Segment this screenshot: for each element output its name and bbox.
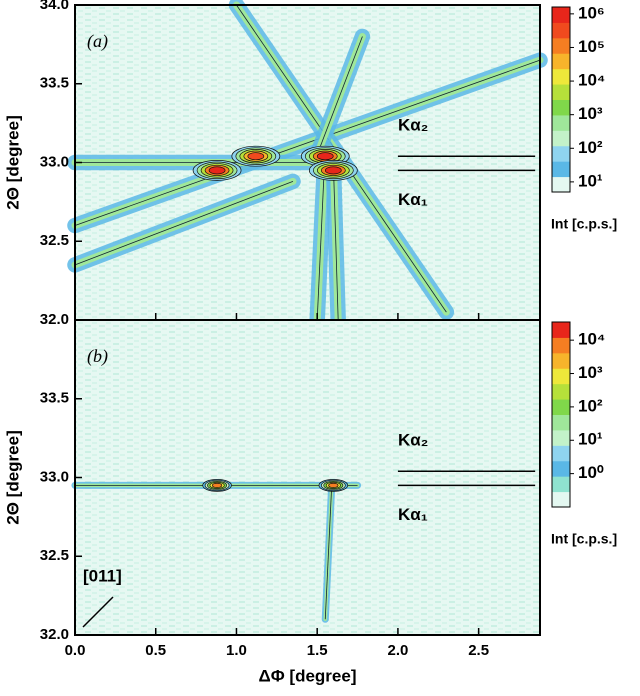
y-tick-label: 33.5 (40, 390, 69, 407)
colorbar-cell (552, 445, 570, 462)
x-tick-label: 0.5 (145, 642, 166, 659)
peak (247, 152, 265, 161)
colorbar-cell (552, 368, 570, 385)
colorbar-cell (552, 114, 570, 131)
y-tick-label: 32.0 (40, 311, 69, 328)
colorbar-cell (552, 84, 570, 100)
kalpha2-label: Kα₂ (398, 116, 428, 135)
y-tick-label: 32.5 (40, 232, 69, 249)
colorbar-cell (552, 476, 570, 493)
streak-contour (316, 36, 363, 155)
peak (328, 482, 339, 488)
streak-contour (324, 485, 333, 620)
streak-contour (332, 162, 339, 321)
peak (211, 482, 223, 488)
colorbar-cell (552, 37, 570, 54)
colorbar-cell (552, 414, 570, 431)
x-tick-label: 1.0 (226, 642, 247, 659)
colorbar-frame (551, 321, 571, 508)
colorbar-tick-label: 10² (578, 138, 603, 157)
y-tick-label: 32.0 (40, 626, 69, 643)
colorbar-cell (552, 161, 570, 178)
colorbar-cell (552, 337, 570, 354)
colorbar-cell (552, 99, 570, 116)
x-tick-label: 1.5 (307, 642, 328, 659)
colorbar-tick-label: 10³ (578, 104, 603, 123)
direction-label: [011] (83, 566, 122, 585)
colorbar-cell (552, 7, 570, 23)
colorbar-tick-label: 10⁵ (578, 37, 605, 56)
y-tick-label: 32.5 (40, 547, 69, 564)
colorbar-cell (552, 399, 570, 415)
colorbar-label: Int [c.p.s.] (551, 216, 617, 232)
y-tick-label: 34.0 (40, 0, 69, 13)
x-tick-label: 0.0 (65, 642, 86, 659)
x-tick-label: 2.0 (387, 642, 408, 659)
panel-label: (a) (87, 31, 108, 52)
colorbar-cell (552, 53, 570, 70)
colorbar-tick-label: 10³ (578, 363, 603, 382)
colorbar-tick-label: 10¹ (578, 430, 603, 449)
x-tick-label: 2.5 (468, 642, 489, 659)
kalpha1-label: Kα₁ (398, 190, 428, 209)
colorbar-cell (552, 491, 570, 508)
colorbar-cell (552, 460, 570, 477)
colorbar-cell (552, 383, 570, 400)
colorbar-tick-label: 10¹ (578, 171, 603, 190)
kalpha2-label: Kα₂ (398, 431, 428, 450)
y-tick-label: 33.0 (40, 153, 69, 170)
colorbar-tick-label: 10⁰ (578, 463, 604, 482)
colorbar-cell (552, 22, 570, 39)
direction-arrow (82, 596, 114, 628)
y-axis-label: 2Θ [degree] (3, 115, 22, 209)
colorbar-cell (552, 130, 570, 147)
y-axis-label: 2Θ [degree] (3, 430, 22, 524)
plot-background (75, 320, 540, 635)
peak (324, 166, 342, 175)
y-tick-label: 33.5 (40, 75, 69, 92)
colorbar-cell (552, 352, 570, 369)
kalpha1-label: Kα₁ (398, 505, 428, 524)
x-axis-label: ΔΦ [degree] (259, 666, 357, 685)
colorbar-cell (552, 145, 570, 162)
colorbar-cell (552, 176, 570, 193)
colorbar-tick-label: 10⁴ (578, 71, 605, 90)
colorbar-cell (552, 322, 570, 338)
y-tick-label: 33.0 (40, 468, 69, 485)
peak (316, 152, 334, 161)
colorbar-tick-label: 10⁴ (578, 330, 605, 349)
streak-contour (74, 59, 541, 226)
colorbar-label: Int [c.p.s.] (551, 531, 617, 547)
peak (208, 166, 226, 175)
colorbar-frame (551, 6, 571, 193)
colorbar-tick-label: 10⁶ (578, 3, 605, 22)
colorbar-cell (552, 429, 570, 446)
colorbar-tick-label: 10² (578, 396, 603, 415)
panel-label: (b) (87, 346, 108, 367)
colorbar-cell (552, 68, 570, 85)
streak-contour (74, 181, 294, 266)
